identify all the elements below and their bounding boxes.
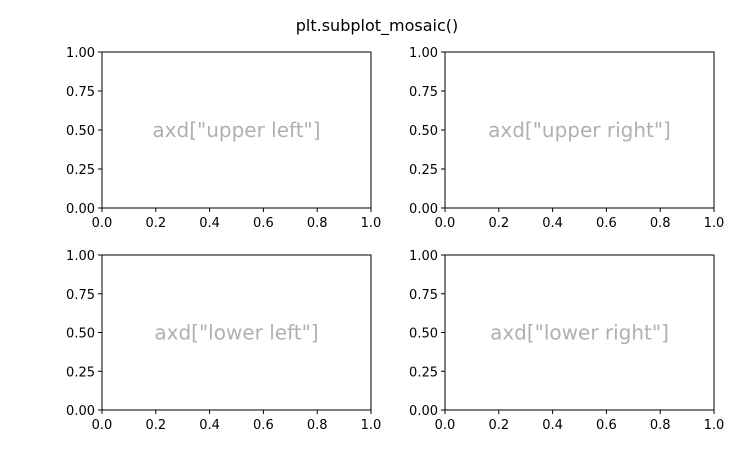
y-tick-label: 0.75: [409, 85, 438, 100]
y-tick-label: 0.00: [66, 202, 95, 217]
x-tick-label: 0.8: [650, 216, 671, 231]
x-tick-label: 0.0: [435, 418, 456, 433]
y-tick-label: 1.00: [66, 46, 95, 61]
x-tick-label: 0.4: [542, 418, 563, 433]
x-tick-label: 1.0: [361, 418, 382, 433]
axes-frame: [444, 254, 715, 411]
x-tick-label: 0.4: [199, 418, 220, 433]
x-tick-label: 0.6: [253, 418, 274, 433]
y-tick-label: 0.50: [409, 327, 438, 342]
axes-frame: [101, 254, 372, 411]
x-tick-label: 0.2: [145, 418, 166, 433]
y-tick-label: 0.25: [409, 163, 438, 178]
axes-upper-right: 0.0 0.2 0.4 0.6 0.8 1.0 0.00 0.25 0.50 0.75 1.00 ax…: [409, 46, 724, 231]
axes-frame: [101, 51, 372, 209]
x-tick-label: 1.0: [704, 216, 725, 231]
y-tick-label: 0.75: [66, 288, 95, 303]
axes-frame: [444, 51, 715, 209]
x-tick-label: 1.0: [704, 418, 725, 433]
y-tick-label: 1.00: [409, 46, 438, 61]
y-tick-label: 1.00: [66, 249, 95, 264]
y-tick-label: 0.00: [66, 404, 95, 419]
x-tick-label: 0.4: [199, 216, 220, 231]
x-tick-label: 0.2: [488, 216, 509, 231]
axes-lower-right: 0.0 0.2 0.4 0.6 0.8 1.0 0.00 0.25 0.50 0.75 1.00 ax…: [409, 249, 724, 433]
x-tick-label: 0.0: [92, 418, 113, 433]
y-tick-label: 0.50: [409, 124, 438, 139]
x-tick-label: 0.2: [488, 418, 509, 433]
x-tick-label: 0.4: [542, 216, 563, 231]
y-tick-label: 0.00: [409, 202, 438, 217]
y-tick-label: 0.75: [409, 288, 438, 303]
axes-upper-left: 0.0 0.2 0.4 0.6 0.8 1.0 0.00 0.25 0.50 0.75 1.00 ax…: [66, 46, 381, 231]
y-tick-label: 0.75: [66, 85, 95, 100]
axes-label: axd["upper right"]: [488, 118, 671, 142]
figure-title: plt.subplot_mosaic(): [296, 16, 459, 36]
x-tick-label: 1.0: [361, 216, 382, 231]
axes-label: axd["upper left"]: [152, 118, 320, 142]
y-tick-label: 0.25: [66, 365, 95, 380]
x-tick-label: 0.8: [650, 418, 671, 433]
axes-lower-left: 0.0 0.2 0.4 0.6 0.8 1.0 0.00 0.25 0.50 0.75 1.00 ax…: [66, 249, 381, 433]
x-tick-label: 0.0: [92, 216, 113, 231]
y-tick-label: 0.25: [66, 163, 95, 178]
x-tick-label: 0.6: [596, 418, 617, 433]
x-tick-label: 0.8: [307, 418, 328, 433]
y-tick-label: 1.00: [409, 249, 438, 264]
y-tick-label: 0.25: [409, 365, 438, 380]
axes-label: axd["lower right"]: [490, 321, 669, 345]
x-tick-label: 0.6: [596, 216, 617, 231]
y-tick-label: 0.50: [66, 327, 95, 342]
x-tick-label: 0.8: [307, 216, 328, 231]
y-tick-label: 0.50: [66, 124, 95, 139]
y-tick-label: 0.00: [409, 404, 438, 419]
x-tick-label: 0.0: [435, 216, 456, 231]
x-tick-label: 0.6: [253, 216, 274, 231]
x-tick-label: 0.2: [145, 216, 166, 231]
axes-label: axd["lower left"]: [154, 321, 318, 345]
